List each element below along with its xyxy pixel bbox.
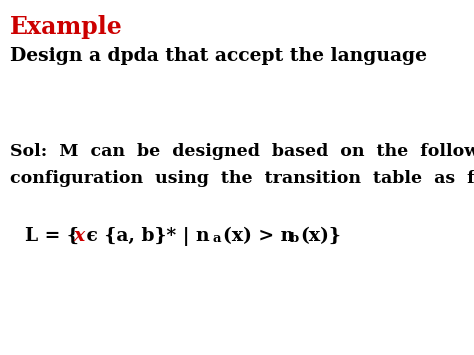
Text: Example: Example [10,15,123,39]
Text: L = {: L = { [25,227,79,245]
Text: configuration  using  the  transition  table  as  follows:: configuration using the transition table… [10,170,474,187]
Text: (x) > n: (x) > n [223,227,294,245]
Text: (x)}: (x)} [300,227,341,245]
Text: a: a [213,232,221,245]
Text: x: x [73,227,84,245]
Text: ϵ {a, b}* | n: ϵ {a, b}* | n [80,227,210,246]
Text: Sol:  M  can  be  designed  based  on  the  following: Sol: M can be designed based on the foll… [10,143,474,160]
Text: Design a dpda that accept the language: Design a dpda that accept the language [10,47,427,65]
Text: b: b [290,232,299,245]
